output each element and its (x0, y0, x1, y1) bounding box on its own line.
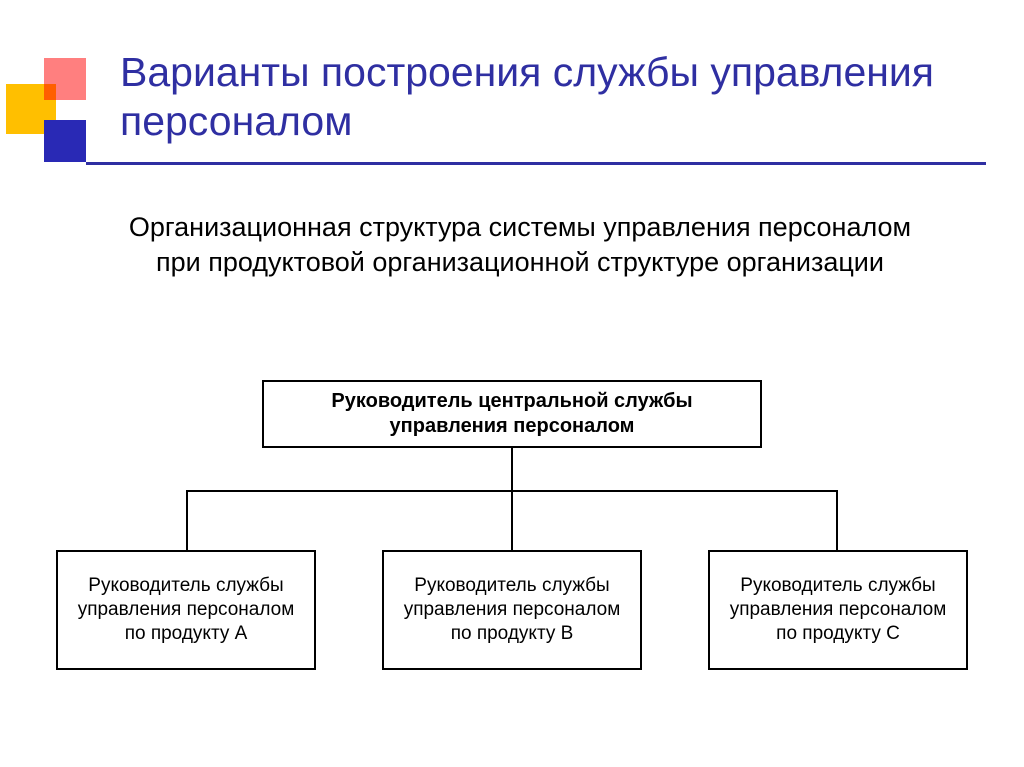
subtitle-block: Организационная структура системы управл… (120, 210, 920, 280)
slide-title: Варианты построения службы управления пе… (120, 48, 960, 146)
node-child-0: Руководитель службы управления персонало… (56, 550, 316, 670)
node-child-1: Руководитель службы управления персонало… (382, 550, 642, 670)
decor-square-red (44, 58, 86, 100)
node-top: Руководитель центральной службы управлен… (262, 380, 762, 448)
slide: Варианты построения службы управления пе… (0, 0, 1024, 767)
slide-subtitle: Организационная структура системы управл… (120, 210, 920, 280)
title-block: Варианты построения службы управления пе… (120, 48, 960, 146)
connector-v-child-1 (511, 490, 513, 550)
title-underline (86, 162, 986, 165)
connector-v-child-0 (186, 490, 188, 550)
connector-v-child-2 (836, 490, 838, 550)
connector-v-top (511, 448, 513, 490)
node-top-label: Руководитель центральной службы управлен… (276, 389, 748, 439)
decor-square-blue (44, 120, 86, 162)
node-child-2: Руководитель службы управления персонало… (708, 550, 968, 670)
node-child-1-label: Руководитель службы управления персонало… (396, 574, 628, 645)
node-child-0-label: Руководитель службы управления персонало… (70, 574, 302, 645)
node-child-2-label: Руководитель службы управления персонало… (722, 574, 954, 645)
